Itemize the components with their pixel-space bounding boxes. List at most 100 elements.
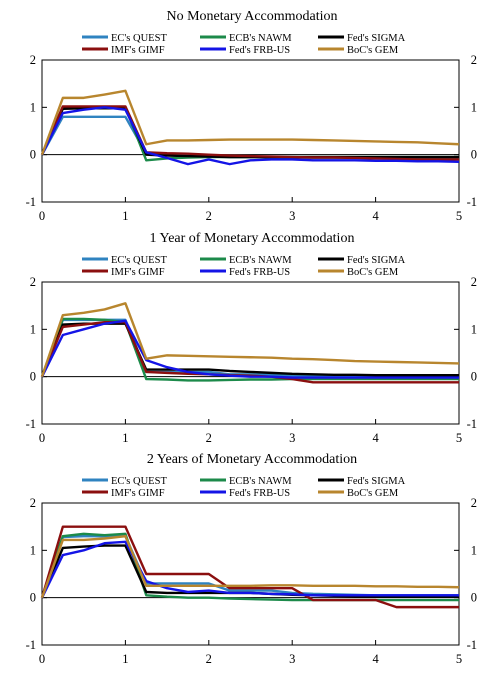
x-tick-label: 1: [122, 652, 128, 666]
legend-label: Fed's FRB-US: [229, 45, 290, 56]
legend-label: IMF's GIMF: [111, 267, 165, 278]
y-tick-label-right: -1: [467, 195, 477, 209]
x-tick-label: 5: [456, 431, 462, 445]
legend-entry-boc-s-gem: BoC's GEM: [318, 45, 399, 56]
y-tick-label-left: 1: [30, 100, 36, 114]
x-tick-label: 3: [289, 431, 295, 445]
x-tick-label: 2: [206, 431, 212, 445]
y-tick-label-left: 2: [30, 53, 36, 67]
legend-label: IMF's GIMF: [111, 45, 165, 56]
series-line-ecb-s-nawm: [40, 317, 459, 382]
x-tick-label: 2: [206, 209, 212, 223]
y-tick-label-right: 2: [471, 53, 477, 67]
series-line-fed-s-frb-us: [40, 106, 460, 166]
legend-label: EC's QUEST: [111, 33, 167, 44]
x-tick-label: 0: [39, 652, 45, 666]
legend-entry-ecb-s-nawm: ECB's NAWM: [200, 255, 292, 266]
series-line-boc-s-gem: [40, 89, 460, 156]
plot-frame: [41, 502, 460, 646]
x-tick-label: 3: [289, 652, 295, 666]
y-tick-label-left: 1: [30, 322, 36, 336]
y-tick-label-left: 2: [30, 275, 36, 289]
y-tick-label-right: 2: [471, 496, 477, 510]
legend-entry-fed-s-sigma: Fed's SIGMA: [318, 33, 406, 44]
x-tick-label: 1: [122, 209, 128, 223]
series-line-ec-s-quest: [40, 318, 459, 378]
y-tick-label-right: 2: [471, 275, 477, 289]
legend-label: EC's QUEST: [111, 255, 167, 266]
x-tick-label: 0: [39, 431, 45, 445]
series-line-ecb-s-nawm: [40, 532, 459, 602]
panel-1: No Monetary Accommodation EC's QUEST ECB's…: [26, 9, 477, 223]
y-tick-label-right: -1: [467, 638, 477, 652]
y-tick-label-left: 0: [30, 148, 36, 162]
x-tick-label: 3: [289, 209, 295, 223]
series-line-ecb-s-nawm: [40, 106, 459, 162]
legend-label: Fed's SIGMA: [347, 476, 406, 487]
y-tick-label-right: 0: [471, 148, 477, 162]
y-tick-label-right: 1: [471, 543, 477, 557]
legend-label: ECB's NAWM: [229, 33, 292, 44]
x-tick-label: 2: [206, 652, 212, 666]
legend-label: Fed's FRB-US: [229, 267, 290, 278]
series-line-fed-s-sigma: [40, 322, 459, 378]
x-tick-label: 0: [39, 209, 45, 223]
y-tick-label-right: 0: [471, 591, 477, 605]
series-line-imf-s-gimf: [40, 105, 459, 161]
y-tick-label-right: 0: [471, 370, 477, 384]
y-tick-label-left: 0: [30, 370, 36, 384]
legend-entry-boc-s-gem: BoC's GEM: [318, 488, 399, 499]
y-tick-label-left: 2: [30, 496, 36, 510]
series-line-ec-s-quest: [40, 115, 459, 160]
x-tick-label: 4: [372, 209, 379, 223]
series-line-fed-s-frb-us: [40, 540, 459, 599]
legend-entry-ec-s-quest: EC's QUEST: [82, 33, 167, 44]
x-tick-label: 5: [456, 652, 462, 666]
legend-entry-fed-s-sigma: Fed's SIGMA: [318, 476, 406, 487]
legend-label: Fed's FRB-US: [229, 488, 290, 499]
legend-entry-ec-s-quest: EC's QUEST: [82, 476, 167, 487]
legend-label: Fed's SIGMA: [347, 255, 406, 266]
legend-entry-imf-s-gimf: IMF's GIMF: [82, 267, 165, 278]
legend-label: BoC's GEM: [347, 488, 399, 499]
plot-frame: [41, 59, 460, 203]
series-line-boc-s-gem: [40, 302, 460, 378]
legend-entry-fed-s-frb-us: Fed's FRB-US: [200, 488, 290, 499]
panel-title: 1 Year of Monetary Accommodation: [150, 231, 355, 246]
series-line-imf-s-gimf: [40, 525, 459, 609]
legend-entry-ecb-s-nawm: ECB's NAWM: [200, 33, 292, 44]
plot-frame: [41, 281, 460, 425]
legend-entry-fed-s-sigma: Fed's SIGMA: [318, 255, 406, 266]
panel-3: 2 Years of Monetary Accommodation EC's QU…: [26, 452, 477, 666]
legend-entry-fed-s-frb-us: Fed's FRB-US: [200, 45, 290, 56]
legend-label: BoC's GEM: [347, 45, 399, 56]
series-line-boc-s-gem: [40, 534, 460, 599]
legend-label: EC's QUEST: [111, 476, 167, 487]
legend-label: BoC's GEM: [347, 267, 399, 278]
panel-title: 2 Years of Monetary Accommodation: [147, 452, 357, 467]
legend-entry-ecb-s-nawm: ECB's NAWM: [200, 476, 292, 487]
x-tick-label: 5: [456, 209, 462, 223]
y-tick-label-left: 1: [30, 543, 36, 557]
legend-entry-imf-s-gimf: IMF's GIMF: [82, 45, 165, 56]
series-line-fed-s-frb-us: [40, 319, 459, 379]
legend-entry-ec-s-quest: EC's QUEST: [82, 255, 167, 266]
y-tick-label-left: 0: [30, 591, 36, 605]
x-tick-label: 4: [372, 431, 379, 445]
x-tick-label: 1: [122, 431, 128, 445]
y-tick-label-left: -1: [26, 638, 36, 652]
y-tick-label-right: 1: [471, 322, 477, 336]
legend-label: IMF's GIMF: [111, 488, 165, 499]
panel-title: No Monetary Accommodation: [166, 9, 337, 24]
y-tick-label-right: -1: [467, 417, 477, 431]
legend-label: ECB's NAWM: [229, 476, 292, 487]
legend-entry-boc-s-gem: BoC's GEM: [318, 267, 399, 278]
legend-entry-imf-s-gimf: IMF's GIMF: [82, 488, 165, 499]
y-tick-label-left: -1: [26, 417, 36, 431]
y-tick-label-left: -1: [26, 195, 36, 209]
series-line-fed-s-sigma: [40, 107, 459, 159]
legend-label: ECB's NAWM: [229, 255, 292, 266]
panel-2: 1 Year of Monetary Accommodation EC's QUE…: [26, 231, 477, 445]
x-tick-label: 4: [372, 652, 379, 666]
